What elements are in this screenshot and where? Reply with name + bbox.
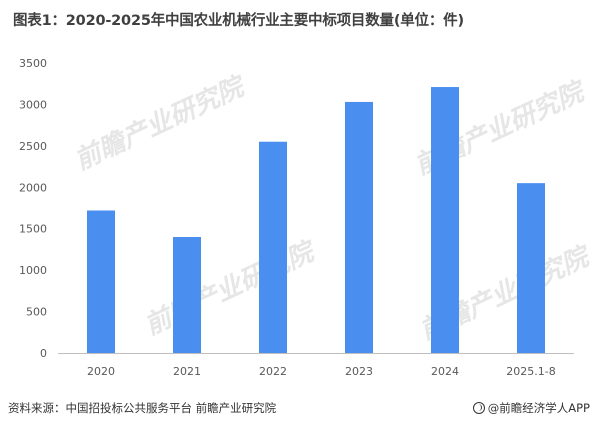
y-tick-label: 500	[26, 306, 47, 319]
x-axis: 2020 2021 2022 2023 2024 2025.1-8	[87, 365, 556, 378]
source-note: 资料来源：中国招投标公共服务平台 前瞻产业研究院	[8, 401, 277, 415]
y-tick-label: 2000	[19, 181, 47, 194]
bar	[173, 237, 201, 353]
watermark: 前瞻产业研究院	[70, 71, 251, 177]
bar-series	[87, 87, 545, 354]
chart-title: 图表1：2020-2025年中国农业机械行业主要中标项目数量(单位：件)	[13, 13, 464, 29]
watermark: 前瞻产业研究院	[140, 236, 321, 342]
x-tick-label: 2021	[173, 365, 201, 378]
brand-credit: @前瞻经济学人APP	[472, 400, 590, 416]
y-axis: 0 500 1000 1500 2000 2500 3000 3500	[19, 57, 47, 360]
bar	[259, 141, 287, 353]
bar	[517, 183, 545, 353]
brand-credit-text: @前瞻经济学人APP	[487, 401, 590, 415]
y-tick-label: 1500	[19, 223, 47, 236]
y-tick-label: 3500	[19, 57, 47, 70]
y-tick-label: 2500	[19, 140, 47, 153]
qianzhan-logo-icon	[472, 402, 485, 414]
x-tick-label: 2023	[345, 365, 373, 378]
bar	[345, 101, 373, 353]
bar	[87, 210, 115, 353]
x-tick-label: 2024	[431, 365, 459, 378]
y-tick-label: 1000	[19, 264, 47, 277]
y-tick-label: 3000	[19, 98, 47, 111]
bar	[431, 87, 459, 354]
x-tick-label: 2022	[259, 365, 287, 378]
x-tick-label: 2025.1-8	[506, 365, 555, 378]
y-tick-label: 0	[40, 347, 47, 360]
x-tick-label: 2020	[87, 365, 115, 378]
